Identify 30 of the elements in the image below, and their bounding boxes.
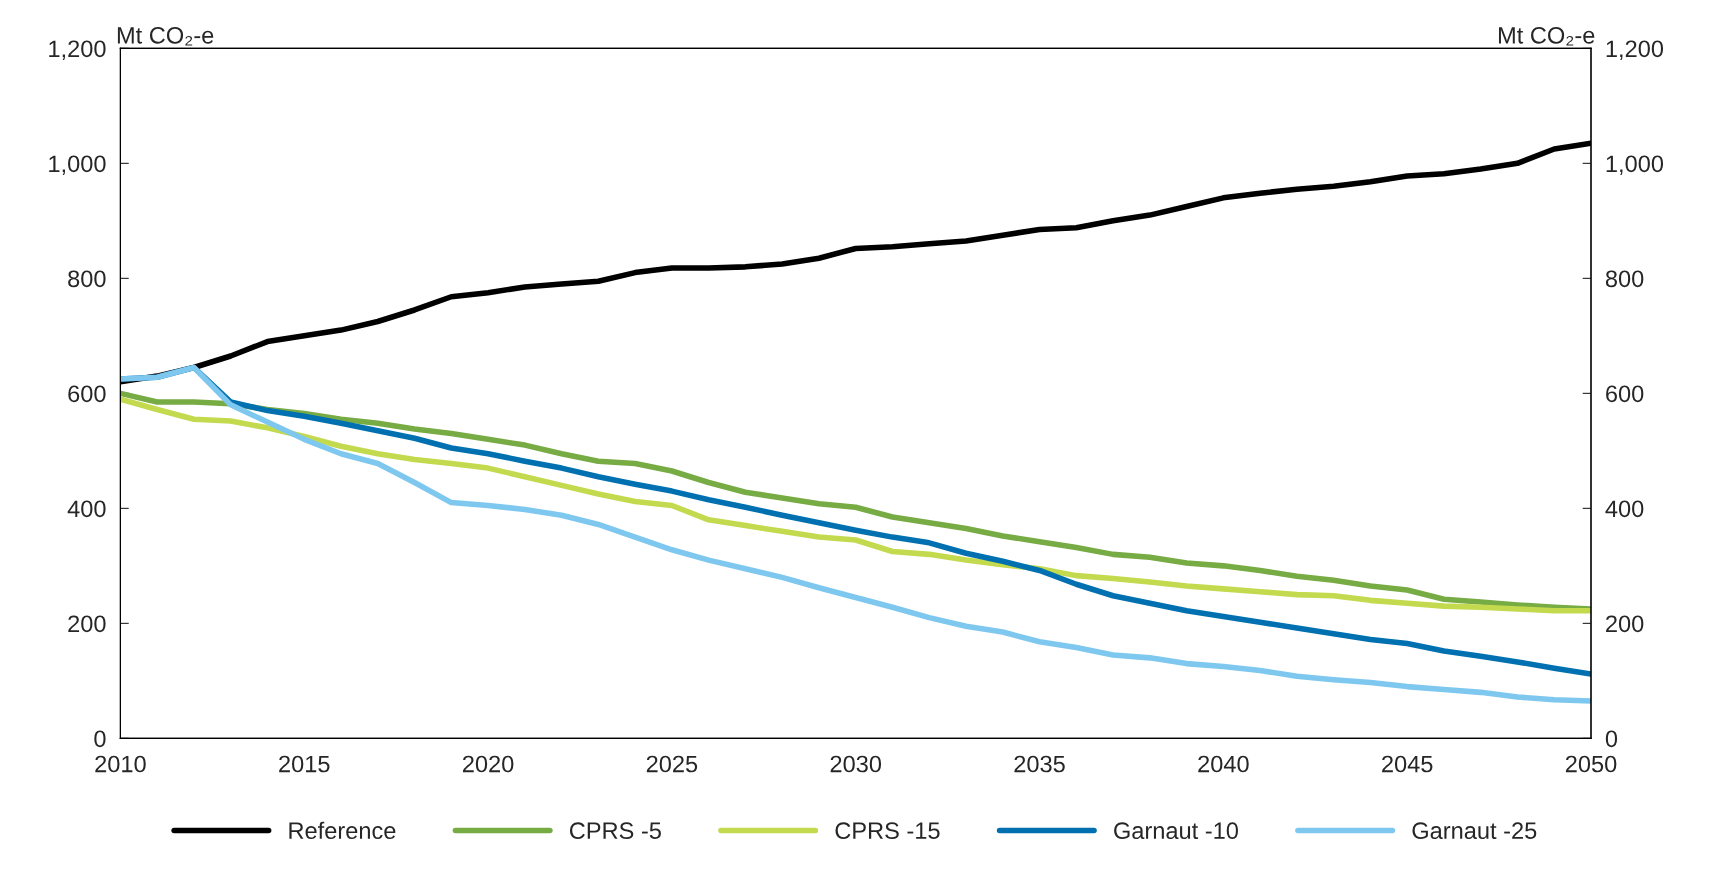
y2-tick-label: 0 <box>1605 730 1618 748</box>
y-tick-label: 600 <box>68 385 106 403</box>
y2-axis-title: Mt CO₂-e <box>1498 26 1595 46</box>
y2-tick-label: 600 <box>1606 385 1644 403</box>
x-tick-label: 2010 <box>95 755 146 773</box>
y2-tick-label: 1,000 <box>1606 155 1664 175</box>
legend-label: Garnaut -25 <box>1412 822 1537 840</box>
legend-label: CPRS -5 <box>569 822 661 840</box>
legend-label: Reference <box>289 821 396 840</box>
x-tick-label: 2050 <box>1565 755 1617 773</box>
y-tick-label: 200 <box>68 615 106 633</box>
y2-tick-label: 400 <box>1605 500 1644 518</box>
legend-label: Garnaut -10 <box>1114 822 1238 840</box>
y2-tick-label: 800 <box>1605 270 1644 288</box>
x-tick-label: 2035 <box>1014 755 1065 773</box>
x-tick-label: 2040 <box>1198 755 1249 773</box>
y-tick-label: 800 <box>68 270 106 288</box>
y-tick-label: 400 <box>67 500 106 518</box>
legend-label: CPRS -15 <box>835 822 940 840</box>
x-tick-label: 2015 <box>279 755 330 773</box>
y-tick-label: 0 <box>94 730 106 748</box>
x-tick-label: 2020 <box>462 755 514 773</box>
x-tick-label: 2025 <box>646 755 698 773</box>
y-tick-label: 1,000 <box>49 155 106 175</box>
y-tick-label: 1,200 <box>49 40 106 60</box>
y2-tick-label: 200 <box>1606 615 1644 633</box>
x-tick-label: 2030 <box>830 755 882 773</box>
x-tick-label: 2045 <box>1382 755 1433 773</box>
y2-tick-label: 1,200 <box>1606 40 1664 60</box>
y-axis-title: Mt CO₂-e <box>117 26 214 46</box>
